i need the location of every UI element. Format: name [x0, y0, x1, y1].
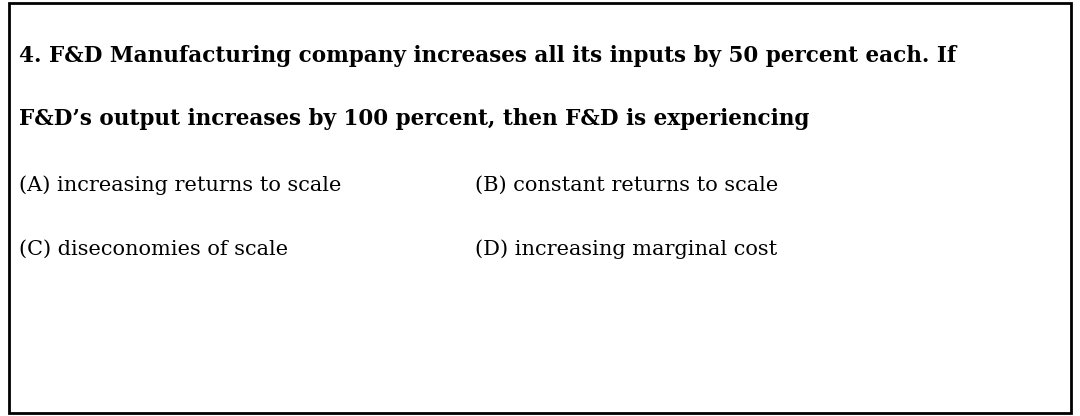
Text: (B) constant returns to scale: (B) constant returns to scale: [475, 176, 779, 195]
Text: F&D’s output increases by 100 percent, then F&D is experiencing: F&D’s output increases by 100 percent, t…: [19, 108, 810, 129]
Text: (A) increasing returns to scale: (A) increasing returns to scale: [19, 175, 341, 195]
Text: 4. F&D Manufacturing company increases all its inputs by 50 percent each. If: 4. F&D Manufacturing company increases a…: [19, 45, 957, 67]
Text: (D) increasing marginal cost: (D) increasing marginal cost: [475, 240, 778, 260]
Text: (C) diseconomies of scale: (C) diseconomies of scale: [19, 240, 288, 259]
